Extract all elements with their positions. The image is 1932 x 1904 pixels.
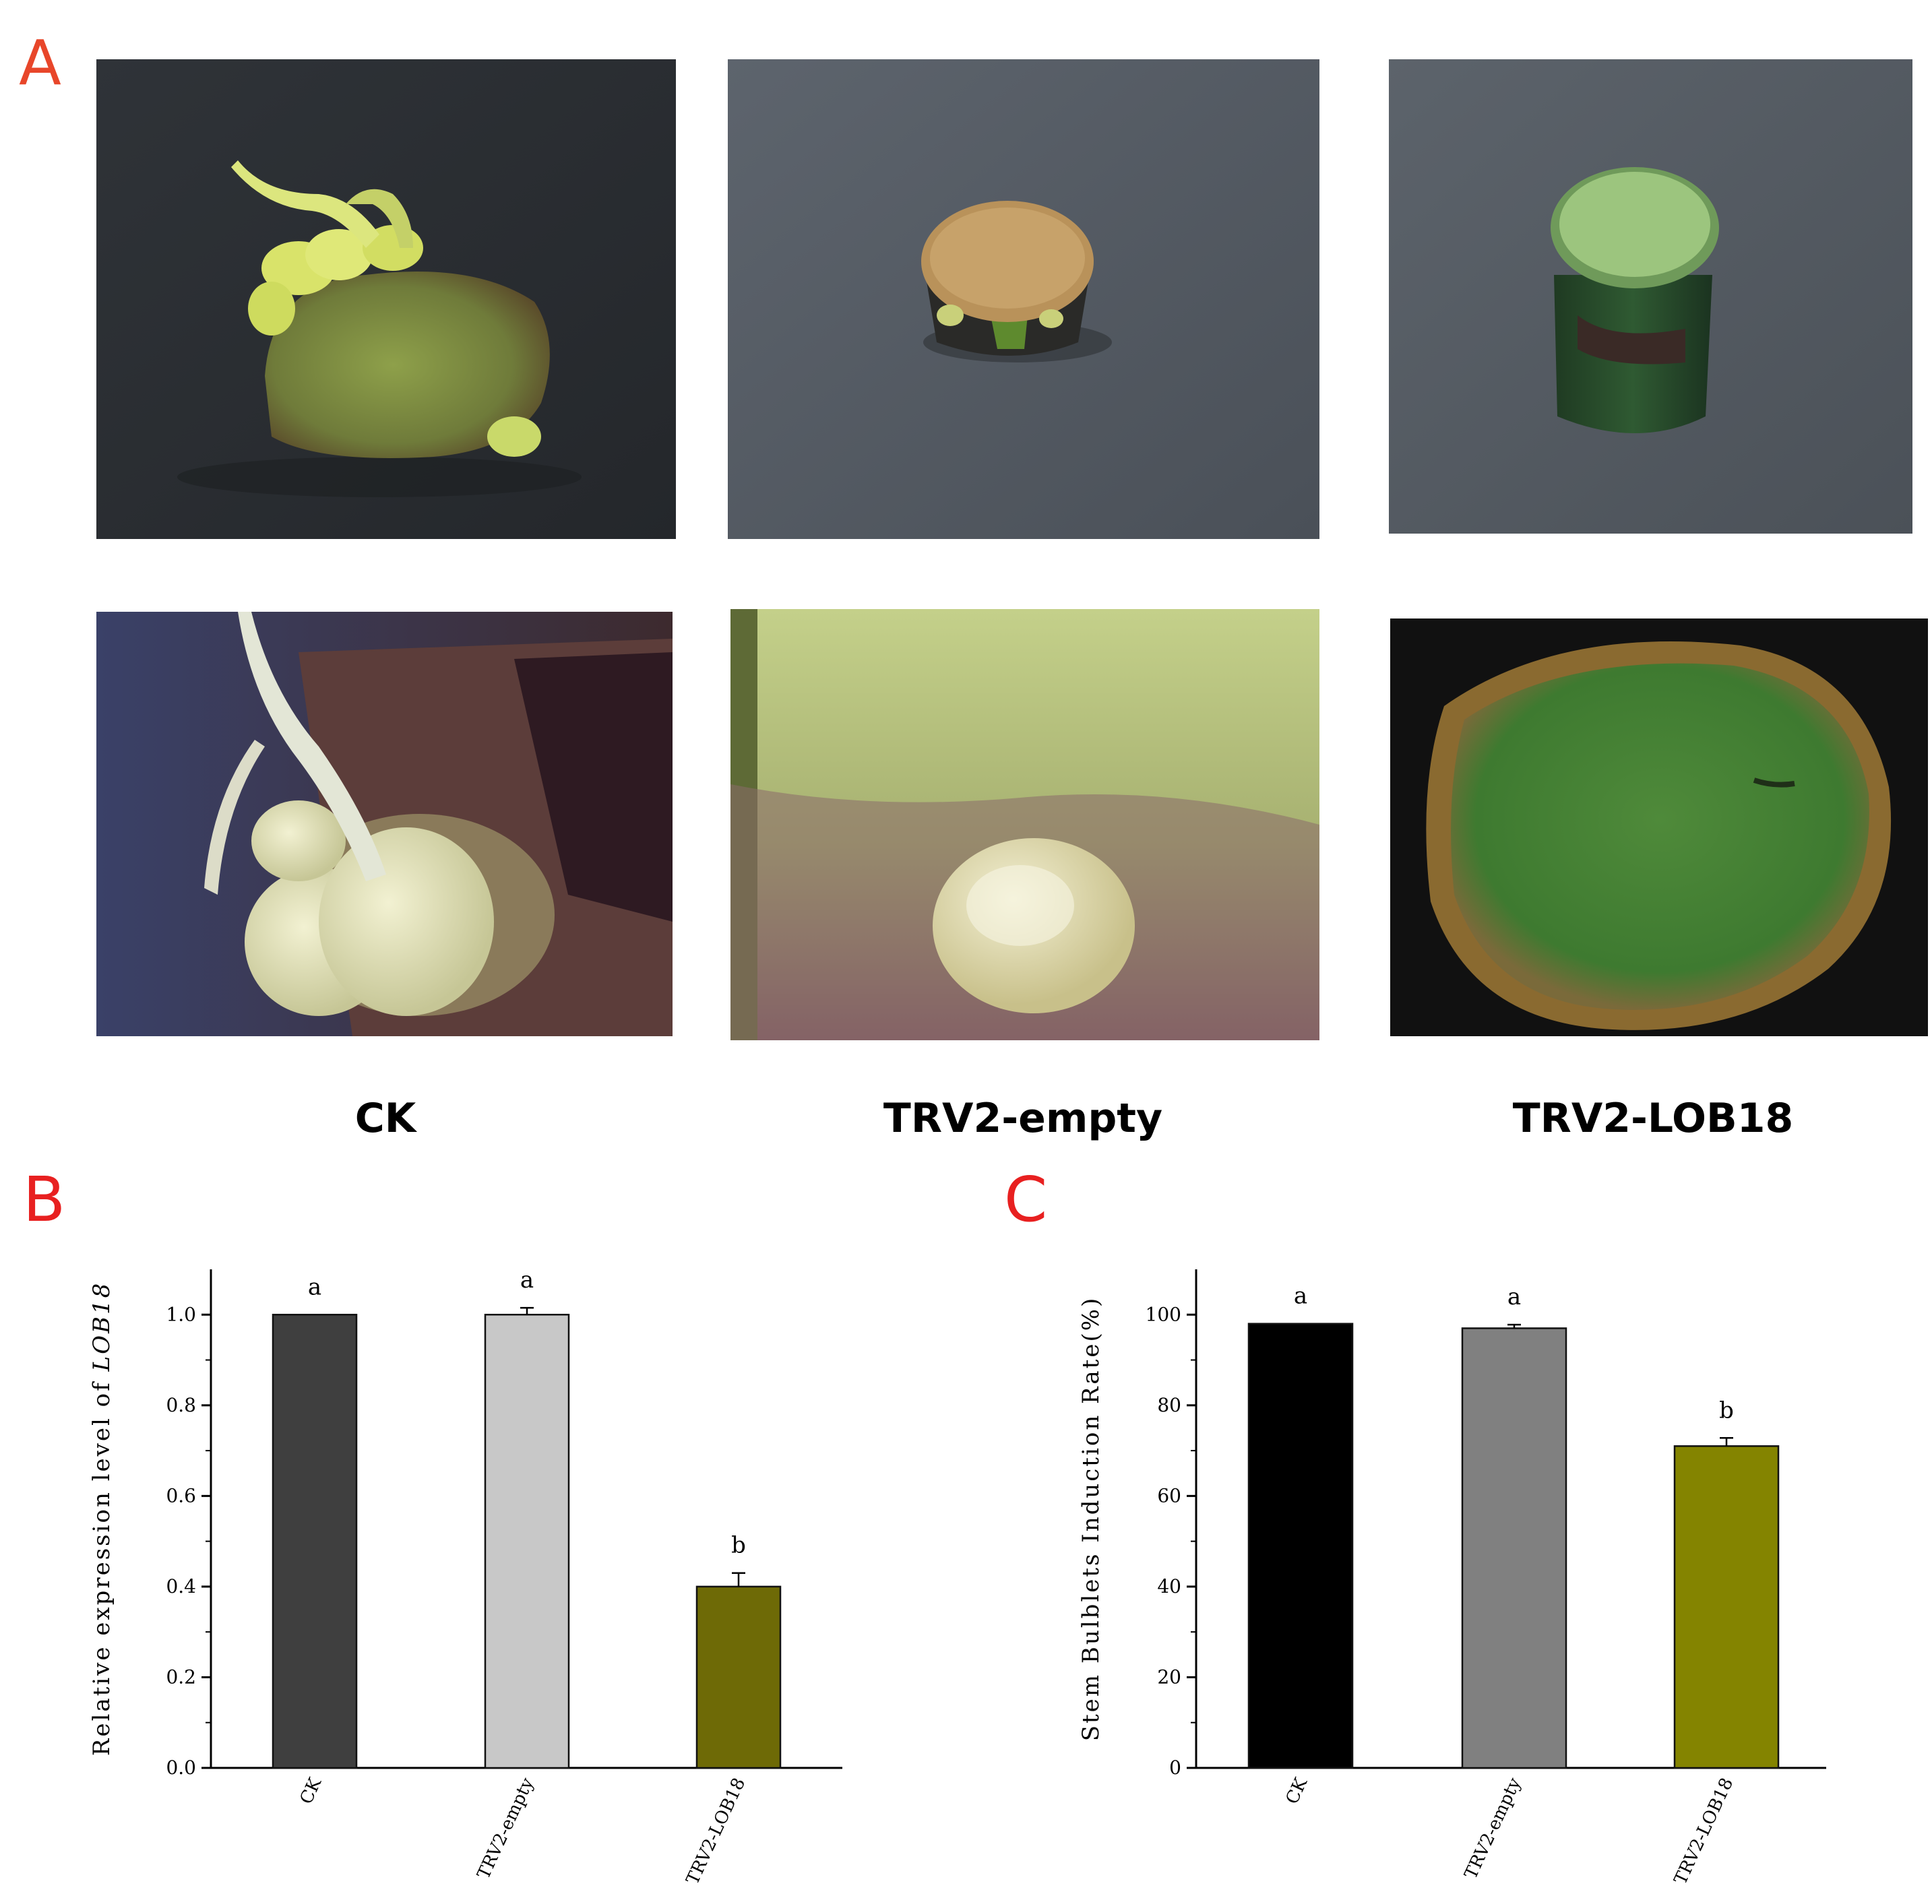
photo-trv2-empty-bottom [730, 609, 1319, 1040]
panel-a-letter: A [19, 27, 61, 99]
y-tick-label: 1.0 [166, 1303, 196, 1325]
y-tick-label: 20 [1157, 1665, 1181, 1688]
y-tick-label: 0.0 [166, 1756, 196, 1779]
x-tick-label: TRV2-empty [1461, 1775, 1526, 1882]
x-tick-label: TRV2-LOB18 [683, 1775, 749, 1888]
y-tick-label: 0.8 [166, 1394, 196, 1416]
bar [695, 1585, 782, 1769]
bar [272, 1314, 358, 1769]
group-label-ck: CK [354, 1095, 416, 1142]
y-tick-label: 0.6 [166, 1484, 196, 1506]
significance-label: b [731, 1532, 746, 1559]
group-label-trv2-lob18: TRV2-LOB18 [1512, 1095, 1794, 1142]
significance-label: a [308, 1273, 321, 1300]
chart-b: 0.0 0.2 0.4 0.6 0.8 1.0 Relative expression le… [88, 1267, 842, 1888]
bar [1461, 1327, 1567, 1769]
y-axis-label-gene: LOB18 [88, 1281, 115, 1372]
y-tick-label: 40 [1157, 1575, 1181, 1597]
panel-b-letter: B [23, 1164, 66, 1236]
significance-label: a [520, 1267, 534, 1294]
significance-label: a [1507, 1283, 1521, 1310]
photo-trv2-empty-top [728, 59, 1319, 539]
x-tick-label: CK [297, 1775, 326, 1808]
chart-c: 0 20 40 60 80 100 Stem Bulblets Induction Rate… [1078, 1269, 1826, 1888]
x-tick-label: TRV2-LOB18 [1671, 1775, 1737, 1888]
photo-ck-bottom [96, 612, 673, 1036]
bar [1247, 1323, 1354, 1769]
y-tick-label: 0.4 [166, 1575, 196, 1597]
significance-label: b [1719, 1397, 1734, 1424]
y-tick-label: 100 [1146, 1303, 1181, 1325]
y-axis-label-text: Relative expression level of [88, 1371, 115, 1756]
y-tick-label: 0 [1169, 1756, 1181, 1779]
y-tick-label: 0.2 [166, 1665, 196, 1688]
group-label-trv2-empty: TRV2-empty [883, 1095, 1163, 1142]
y-tick-label: 80 [1157, 1394, 1181, 1416]
y-axis-label: Stem Bulblets Induction Rate(%) [1078, 1296, 1104, 1742]
x-tick-label: CK [1282, 1775, 1312, 1808]
photo-ck-top [96, 59, 676, 539]
photo-trv2-lob18-bottom [1390, 618, 1928, 1036]
y-tick-label: 60 [1157, 1484, 1181, 1506]
significance-label: a [1294, 1283, 1307, 1310]
x-tick-label: TRV2-empty [474, 1775, 538, 1882]
photo-trv2-lob18-top [1389, 59, 1912, 534]
bar [1673, 1445, 1780, 1769]
bar [484, 1314, 570, 1769]
y-axis-label: Relative expression level of LOB18 [88, 1281, 115, 1756]
panel-c-letter: C [1004, 1164, 1048, 1236]
